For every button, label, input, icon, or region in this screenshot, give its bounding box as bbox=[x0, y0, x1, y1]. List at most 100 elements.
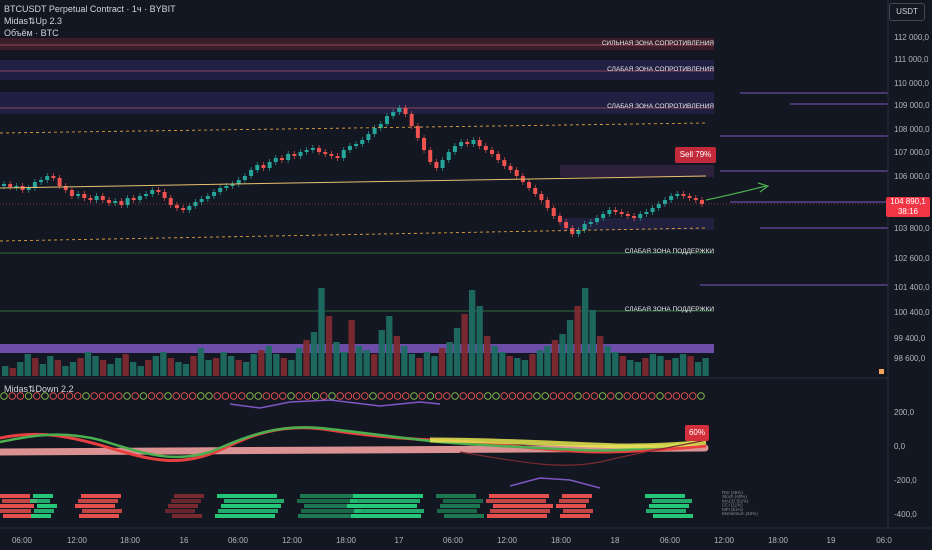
volume-bar bbox=[348, 320, 355, 376]
volume-bar bbox=[175, 362, 182, 376]
heatmap-cell bbox=[351, 514, 421, 518]
volume-bars bbox=[2, 288, 709, 376]
indicator-up-legend[interactable]: Midas⇅Up 2.3 bbox=[4, 16, 63, 26]
price-axis-label: 110 000,0 bbox=[894, 79, 930, 88]
volume-bar bbox=[378, 330, 385, 376]
signal-circle bbox=[311, 392, 320, 400]
heatmap-cell bbox=[437, 509, 477, 513]
volume-bar bbox=[401, 346, 408, 376]
volume-bar bbox=[235, 360, 242, 376]
signal-circle bbox=[451, 392, 459, 400]
candle-body bbox=[669, 196, 674, 200]
candle-body bbox=[613, 210, 618, 212]
projection-arrow bbox=[705, 185, 767, 201]
volume-bar bbox=[649, 354, 657, 376]
volume-bar bbox=[318, 288, 325, 376]
signal-circle bbox=[664, 392, 672, 400]
time-axis-label: 06:00 bbox=[660, 536, 681, 545]
signal-circle bbox=[566, 392, 574, 400]
volume-bar bbox=[356, 346, 363, 376]
candle-body bbox=[329, 154, 334, 156]
candle-body bbox=[212, 192, 217, 196]
candle-body bbox=[360, 140, 365, 144]
time-axis-label: 12:00 bbox=[67, 536, 88, 545]
volume-bar bbox=[589, 310, 596, 376]
signal-circle bbox=[492, 392, 500, 400]
heatmap-cell bbox=[75, 504, 115, 508]
signal-circle bbox=[369, 392, 377, 400]
volume-bar bbox=[167, 358, 175, 376]
candle-body bbox=[588, 222, 593, 224]
volume-bar bbox=[182, 364, 190, 376]
indicator-down-legend[interactable]: Midas⇅Down 2.2 bbox=[4, 384, 74, 394]
signal-circle bbox=[385, 392, 394, 400]
candle-body bbox=[372, 128, 377, 134]
time-axis-label: 18:00 bbox=[120, 536, 141, 545]
volume-bar bbox=[461, 314, 468, 376]
candle-body bbox=[304, 150, 309, 152]
signal-circle bbox=[8, 392, 16, 400]
candle-body bbox=[477, 140, 482, 146]
strong-resistance-band bbox=[0, 38, 714, 50]
signal-circle bbox=[320, 392, 328, 400]
heatmap-cell bbox=[354, 509, 424, 513]
candle-body bbox=[69, 190, 74, 196]
volume-bar bbox=[619, 356, 626, 376]
oscillator-axis-label: -400,0 bbox=[894, 510, 917, 519]
zone-label: СЛАБАЯ ЗОНА СОПРОТИВЛЕНИЯ bbox=[607, 66, 714, 73]
candle-body bbox=[174, 205, 179, 208]
candle-body bbox=[545, 200, 550, 208]
volume-bar bbox=[514, 358, 521, 376]
weak-resistance-band-2 bbox=[0, 92, 714, 114]
time-axis-label: 17 bbox=[395, 536, 404, 545]
candle-body bbox=[489, 150, 494, 154]
projection-arrow-head bbox=[757, 182, 770, 193]
signal-circle bbox=[147, 392, 156, 400]
time-axis-label: 06:00 bbox=[12, 536, 33, 545]
signal-circle bbox=[41, 392, 49, 400]
volume-bar bbox=[137, 366, 144, 376]
price-axis-label: 112 000,0 bbox=[894, 33, 930, 42]
signal-circle bbox=[82, 392, 90, 400]
heatmap-cell bbox=[78, 499, 118, 503]
volume-bar bbox=[280, 358, 288, 376]
signal-circle bbox=[541, 392, 549, 400]
heatmap-cell bbox=[81, 494, 121, 498]
candle-body bbox=[446, 152, 451, 160]
signal-circle bbox=[262, 392, 271, 400]
currency-button[interactable]: USDT bbox=[889, 3, 925, 21]
signal-circle bbox=[352, 392, 361, 400]
signal-circle bbox=[188, 392, 197, 400]
heatmap-cell bbox=[444, 514, 484, 518]
heatmap-cell bbox=[165, 509, 195, 513]
volume-bar bbox=[491, 346, 498, 376]
symbol-legend[interactable]: BTCUSDT Perpetual Contract · 1ч · BYBIT bbox=[4, 4, 176, 14]
volume-bar bbox=[408, 354, 416, 376]
candle-body bbox=[459, 142, 464, 146]
volume-bar bbox=[160, 352, 167, 376]
signal-circle bbox=[590, 392, 599, 400]
volume-bar bbox=[303, 340, 310, 376]
candle-body bbox=[354, 144, 359, 146]
volume-bar bbox=[130, 362, 137, 376]
volume-bar bbox=[657, 356, 664, 376]
candle-body bbox=[700, 200, 704, 204]
heatmap-cell bbox=[37, 504, 57, 508]
volume-legend[interactable]: Объём · BTC bbox=[4, 28, 59, 38]
volume-bar bbox=[62, 366, 69, 376]
candle-body bbox=[384, 116, 389, 124]
heatmap-cell bbox=[0, 509, 31, 513]
heatmap-cell bbox=[436, 494, 476, 498]
signal-circle bbox=[582, 392, 590, 400]
signal-circle bbox=[410, 392, 418, 400]
heatmap-cell bbox=[652, 499, 692, 503]
candle-body bbox=[397, 108, 402, 112]
candle-body bbox=[675, 194, 680, 196]
signal-circle bbox=[402, 392, 410, 400]
signal-circle bbox=[115, 392, 123, 400]
candle-body bbox=[551, 208, 556, 216]
candle-body bbox=[298, 152, 303, 156]
signal-circle bbox=[656, 392, 664, 400]
candle-body bbox=[502, 160, 507, 166]
